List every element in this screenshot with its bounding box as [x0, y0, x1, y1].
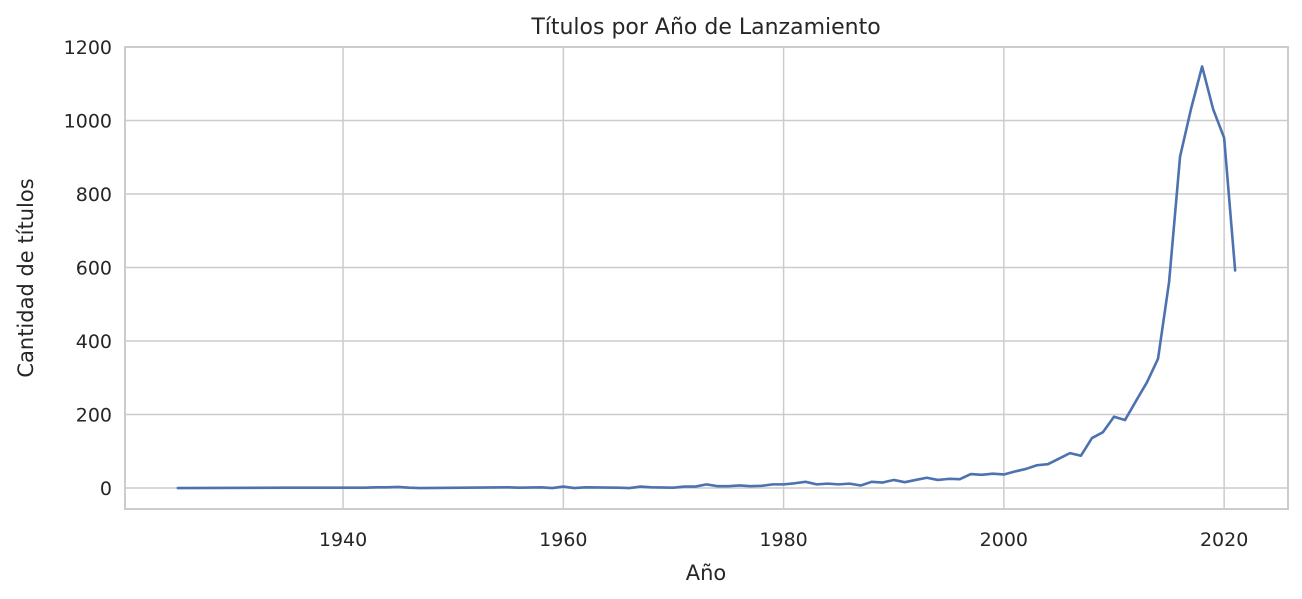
y-tick-label: 400 — [76, 331, 112, 353]
series-line — [176, 65, 1237, 490]
y-tick-label: 0 — [100, 478, 112, 500]
y-axis-label: Cantidad de títulos — [14, 178, 38, 377]
x-tick-label: 2000 — [980, 529, 1028, 551]
chart-title: Títulos por Año de Lanzamiento — [530, 15, 880, 40]
x-tick-label: 1960 — [539, 529, 587, 551]
y-tick-label: 200 — [76, 405, 112, 427]
series-layer — [176, 65, 1237, 490]
x-tick-label: 2020 — [1200, 529, 1248, 551]
plot-frame — [124, 46, 1289, 510]
x-tick-label: 1980 — [759, 529, 807, 551]
grid — [125, 46, 1288, 509]
y-axis-ticks: 0 200 400 600 800 1000 1200 — [64, 37, 112, 500]
x-tick-label: 1940 — [319, 529, 367, 551]
y-tick-label: 600 — [76, 258, 112, 280]
x-axis-ticks: 1940 1960 1980 2000 2020 — [319, 529, 1248, 551]
y-tick-label: 800 — [76, 184, 112, 206]
y-tick-label: 1200 — [64, 37, 112, 59]
y-tick-label: 1000 — [64, 111, 112, 133]
x-axis-label: Año — [686, 561, 727, 585]
